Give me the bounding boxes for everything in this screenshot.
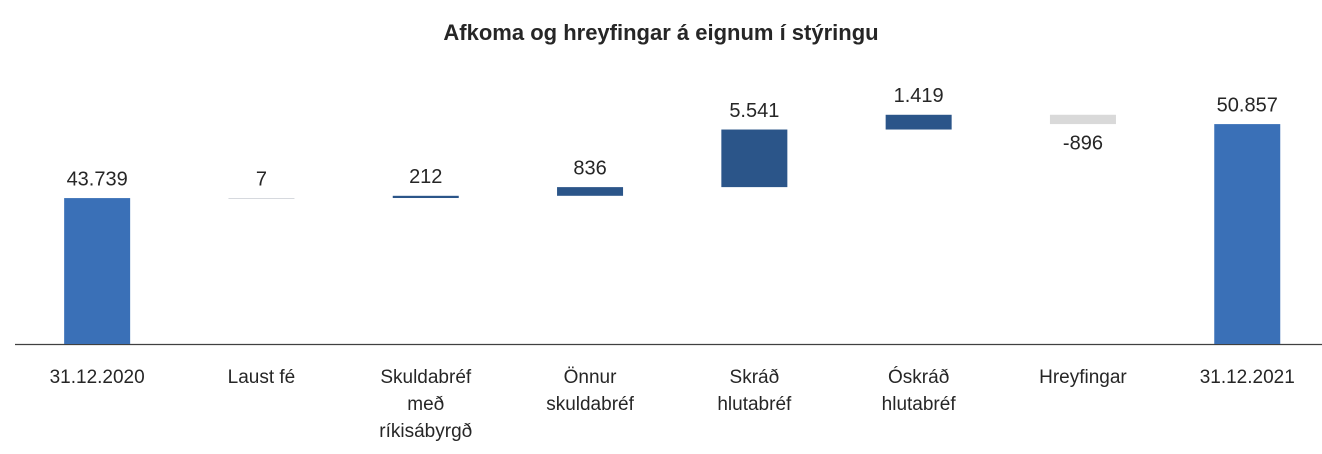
chart-title: Afkoma og hreyfingar á eignum í stýringu (443, 20, 878, 45)
data-label: 7 (256, 168, 267, 190)
x-tick-label: Laust fé (227, 367, 296, 388)
data-label: 5.541 (729, 100, 779, 122)
bar (557, 187, 624, 196)
bar (885, 114, 952, 130)
x-tick-label: Óskráð hlutabréf (881, 367, 956, 415)
bar (721, 129, 788, 188)
x-tick-label: 31.12.2020 (49, 367, 145, 388)
data-label: 212 (409, 166, 442, 188)
x-tick-label: Skráð hlutabréf (717, 367, 792, 415)
bar (64, 198, 131, 344)
data-label: -896 (1063, 132, 1103, 154)
bar (392, 195, 459, 199)
bar (1049, 114, 1116, 125)
x-tick-label: Önnur skuldabréf (546, 367, 634, 415)
x-tick-label: Hreyfingar (1039, 367, 1127, 388)
data-label: 50.857 (1217, 94, 1278, 116)
data-label: 43.739 (67, 168, 128, 190)
bar (1214, 124, 1281, 345)
bar (228, 198, 295, 200)
x-tick-label: 31.12.2021 (1199, 367, 1295, 388)
x-tick-label: Skuldabréf með ríkisábyrgð (379, 367, 473, 442)
data-label: 836 (573, 157, 606, 179)
data-label: 1.419 (894, 85, 944, 107)
